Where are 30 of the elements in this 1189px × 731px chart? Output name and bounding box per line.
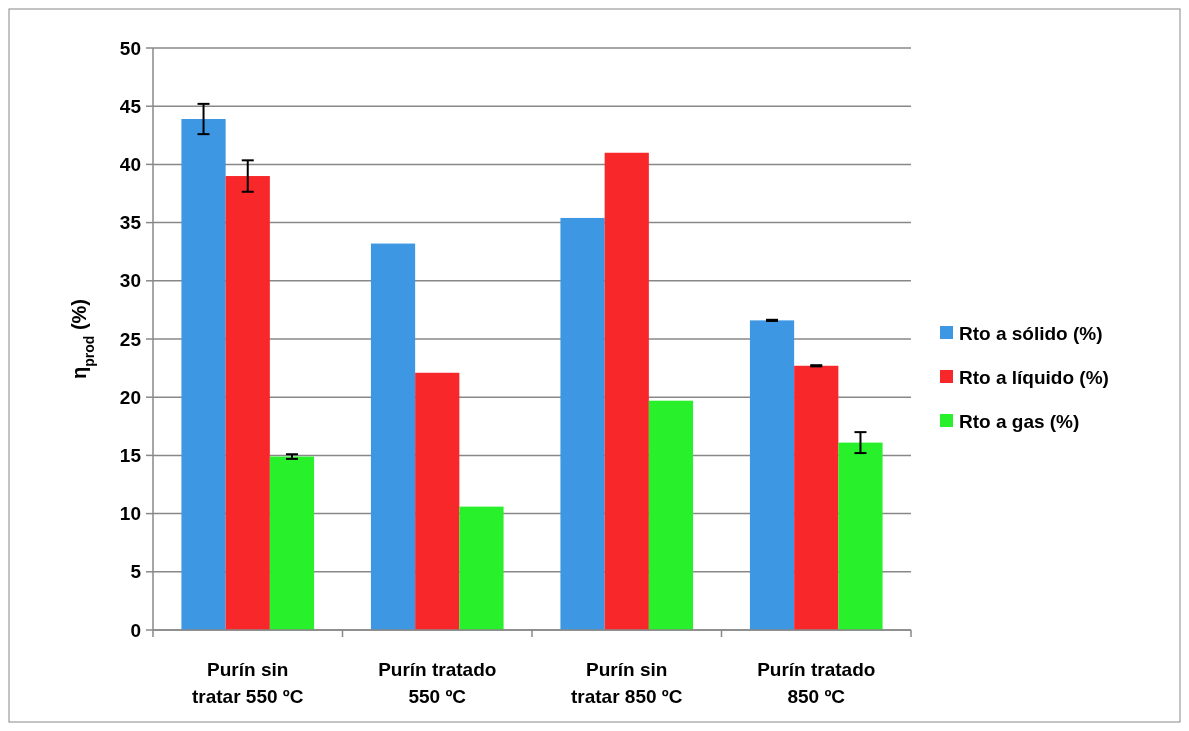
bar — [370, 243, 416, 630]
legend-label: Rto a sólido (%) — [959, 322, 1103, 344]
bar — [604, 152, 649, 630]
y-tick-label: 15 — [119, 445, 142, 467]
x-tick-label: Purín sin tratar 550 ºC — [192, 659, 304, 707]
x-tick-label: Purín tratado 850 ºC — [757, 659, 876, 707]
bar — [794, 365, 839, 630]
y-tick-label: 5 — [130, 561, 142, 583]
bar — [648, 400, 694, 630]
y-tick-label: 45 — [119, 95, 142, 117]
y-tick-label: 25 — [119, 328, 142, 350]
y-tick-label: 20 — [119, 386, 141, 408]
x-tick-label: Purín sin tratar 850 ºC — [571, 659, 683, 707]
legend-label: Rto a líquido (%) — [959, 366, 1109, 388]
y-tick-label: 40 — [119, 154, 141, 176]
x-tick-label: Purín tratado 550 ºC — [378, 659, 497, 707]
y-tick-label: 50 — [119, 37, 141, 59]
bar — [459, 506, 504, 630]
bar — [560, 217, 605, 630]
bar — [749, 320, 795, 630]
bar — [838, 442, 883, 630]
bar — [181, 119, 226, 630]
y-tick-label: 30 — [119, 270, 141, 292]
legend-label: Rto a gas (%) — [959, 410, 1080, 432]
bar — [415, 372, 460, 630]
y-tick-label: 10 — [119, 503, 141, 525]
bar — [269, 456, 315, 630]
y-tick-label: 0 — [130, 619, 141, 641]
bar — [225, 176, 270, 630]
y-tick-label: 35 — [119, 212, 142, 234]
